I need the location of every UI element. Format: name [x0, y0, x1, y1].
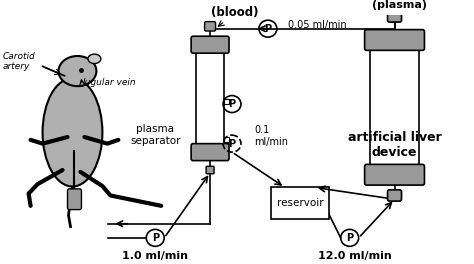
- Text: plasma
separator: plasma separator: [130, 124, 181, 146]
- Bar: [196, 51, 224, 145]
- Bar: [370, 49, 419, 166]
- Text: 0.05 ml/min: 0.05 ml/min: [289, 20, 347, 30]
- Text: Jugular vein: Jugular vein: [82, 78, 136, 87]
- FancyBboxPatch shape: [206, 166, 214, 174]
- Text: P: P: [228, 139, 236, 149]
- Text: (plasma): (plasma): [372, 0, 427, 10]
- Bar: [271, 187, 329, 219]
- Ellipse shape: [58, 56, 96, 86]
- Text: P: P: [264, 24, 272, 34]
- Text: P: P: [346, 233, 353, 243]
- Text: Carotid
artery: Carotid artery: [3, 52, 36, 71]
- Ellipse shape: [88, 54, 101, 64]
- Text: P: P: [152, 233, 159, 243]
- Text: 1.0 ml/min: 1.0 ml/min: [122, 251, 188, 261]
- FancyBboxPatch shape: [365, 164, 424, 185]
- FancyBboxPatch shape: [205, 22, 216, 31]
- Text: artificial liver
device: artificial liver device: [347, 131, 441, 159]
- Text: 12.0 ml/min: 12.0 ml/min: [318, 251, 392, 261]
- FancyBboxPatch shape: [191, 144, 229, 161]
- Bar: [224, 137, 229, 142]
- FancyBboxPatch shape: [191, 36, 229, 53]
- FancyBboxPatch shape: [365, 30, 424, 50]
- Text: 0.1
ml/min: 0.1 ml/min: [254, 125, 288, 147]
- FancyBboxPatch shape: [388, 11, 401, 22]
- FancyBboxPatch shape: [67, 189, 82, 210]
- Text: reservoir: reservoir: [276, 198, 323, 208]
- Bar: [224, 99, 229, 104]
- FancyBboxPatch shape: [388, 190, 401, 201]
- Text: P: P: [228, 99, 236, 109]
- Ellipse shape: [43, 78, 102, 186]
- Text: (blood): (blood): [211, 6, 259, 19]
